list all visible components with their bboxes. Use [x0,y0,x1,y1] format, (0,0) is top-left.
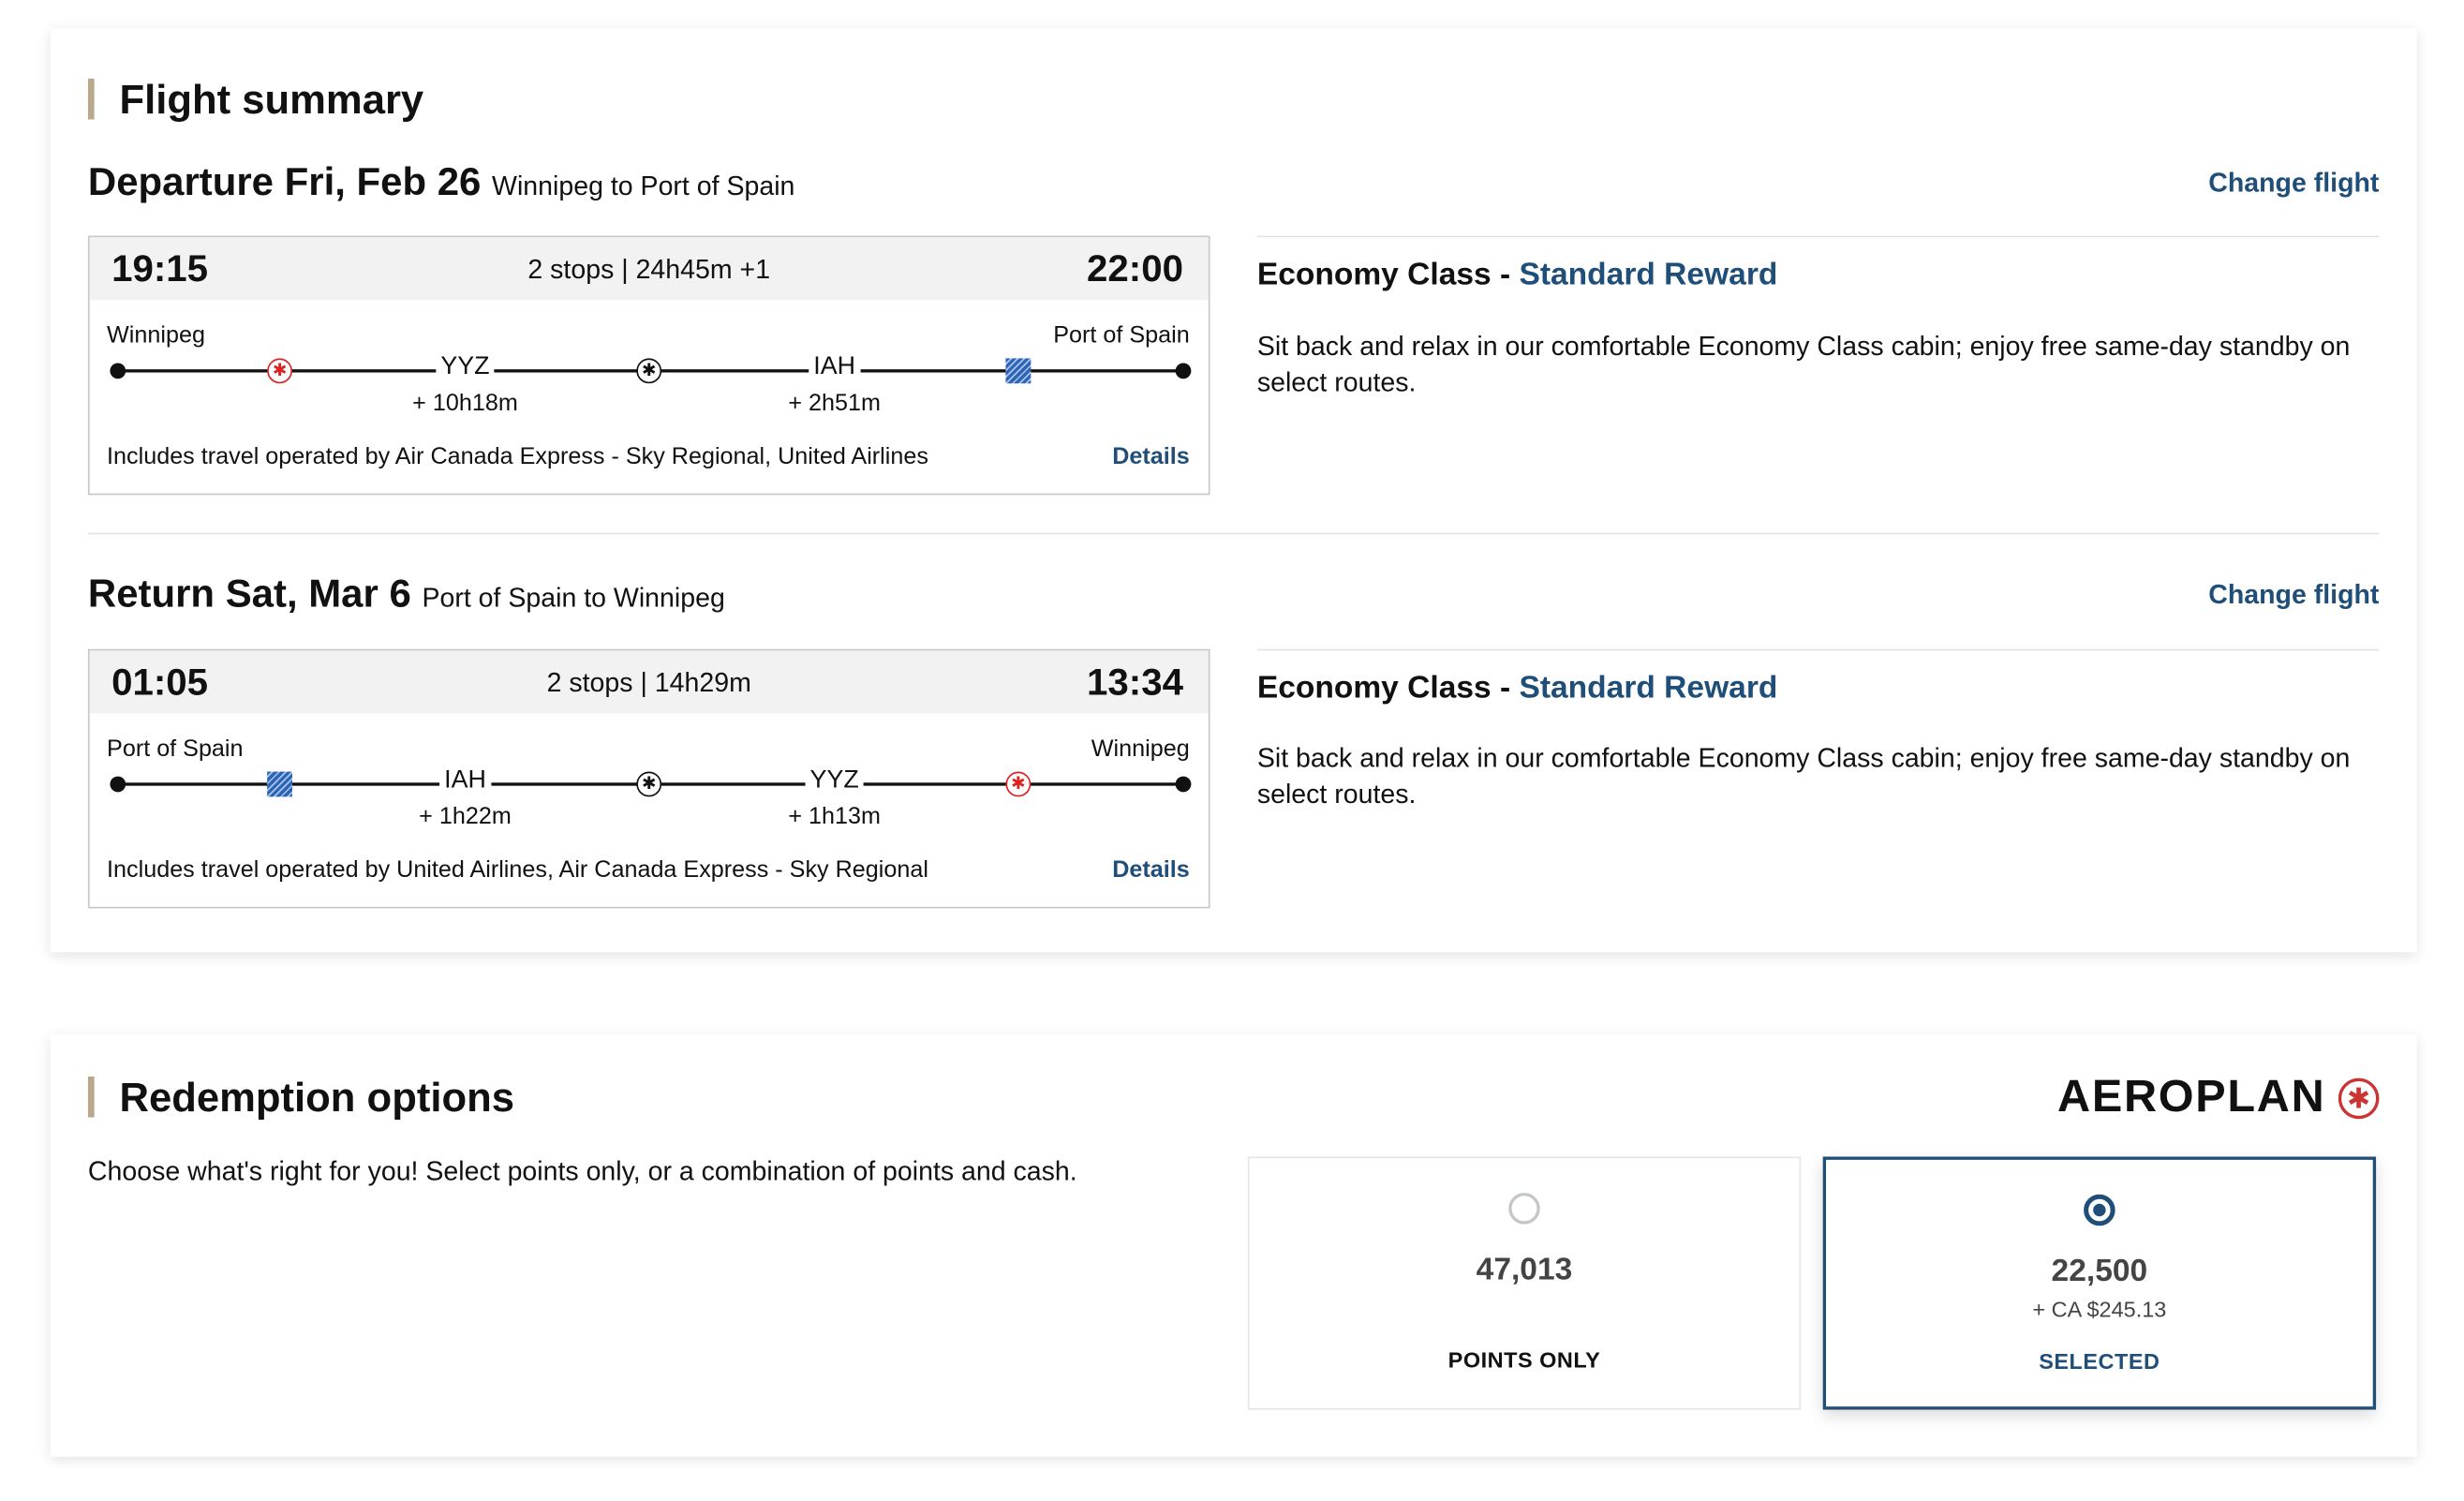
aeroplan-wordmark: AEROPLAN [2057,1071,2326,1122]
change-departure-flight-link[interactable]: Change flight [2208,168,2380,199]
return-date: Return Sat, Mar 6 [87,572,411,617]
cabin-description: Sit back and relax in our comfortable Ec… [1256,743,2351,810]
air-canada-red-icon: ✱ [267,358,292,384]
stop-code: YYZ [805,766,864,795]
cabin-class: Economy Class - Standard Reward [1257,671,1778,707]
details-link[interactable]: Details [1112,442,1190,470]
maple-leaf-icon: ✱ [2338,1077,2380,1119]
redemption-intro: Choose what's right for you! Select poin… [87,1156,1077,1187]
divider [1256,235,2380,238]
departure-header: Departure Fri, Feb 26 Winnipeg to Port o… [88,160,794,206]
depart-time: 19:15 [111,248,209,291]
layover-duration: + 1h22m [419,803,512,830]
option-label: SELECTED [2039,1348,2160,1374]
points-value: 22,500 [2051,1254,2148,1289]
cabin-name: Economy Class - [1256,671,1520,706]
arrive-time: 13:34 [1087,661,1184,705]
layover-duration: + 1h13m [788,803,881,830]
origin-dot [110,363,126,379]
return-route: Port of Spain to Winnipeg [422,583,725,614]
aeroplan-logo: AEROPLAN ✱ [2057,1071,2380,1123]
redemption-card: Redemption options Choose what's right f… [50,1033,2417,1457]
flight-summary-card: Flight summary Departure Fri, Feb 26 Win… [50,28,2417,953]
origin-city: Winnipeg [107,321,205,349]
option-points-only[interactable]: 47,013 POINTS ONLY [1247,1156,1802,1410]
redemption-title: Redemption options [87,1076,514,1118]
air-canada-red-icon: ✱ [1005,771,1032,797]
origin-city: Port of Spain [107,735,244,763]
destination-city: Port of Spain [1053,321,1190,349]
operated-by: Includes travel operated by United Airli… [107,856,928,884]
departure-date: Departure Fri, Feb 26 [87,160,482,205]
destination-dot [1175,776,1192,793]
return-flight-card: 01:05 2 stops | 14h29m 13:34 Port of Spa… [87,648,1210,909]
divider [1256,648,2380,651]
stop-code: IAH [439,766,491,795]
united-icon [1005,358,1032,384]
return-header: Return Sat, Mar 6 Port of Spain to Winni… [88,572,725,618]
stops-duration: 2 stops | 24h45m +1 [527,254,771,285]
layover-duration: + 2h51m [788,389,881,417]
united-icon [267,771,292,797]
change-return-flight-link[interactable]: Change flight [2208,579,2380,610]
details-link[interactable]: Details [1112,856,1190,884]
layover-duration: + 10h18m [412,389,518,417]
option-points-and-cash[interactable]: 22,500 + CA $245.13 SELECTED [1822,1156,2377,1410]
air-canada-black-icon: ✱ [636,358,662,384]
cabin-class: Economy Class - Standard Reward [1257,258,1778,294]
destination-dot [1175,363,1192,379]
flight-summary-title: Flight summary [87,79,423,120]
stop-code: YYZ [436,353,495,382]
operated-by: Includes travel operated by Air Canada E… [107,442,928,470]
departure-flight-card: 19:15 2 stops | 24h45m +1 22:00 Winnipeg… [87,235,1210,496]
points-value: 47,013 [1476,1252,1573,1287]
departure-route: Winnipeg to Port of Spain [492,171,795,201]
cash-value: + CA $245.13 [2032,1296,2167,1322]
fare-type: Standard Reward [1519,258,1778,292]
arrive-time: 22:00 [1087,248,1184,291]
destination-city: Winnipeg [1091,735,1190,763]
cabin-name: Economy Class - [1256,258,1520,292]
cabin-description: Sit back and relax in our comfortable Ec… [1256,331,2351,398]
origin-dot [110,776,126,793]
option-label: POINTS ONLY [1447,1346,1601,1373]
air-canada-black-icon: ✱ [636,771,662,797]
fare-type: Standard Reward [1519,671,1778,706]
stops-duration: 2 stops | 14h29m [546,667,751,698]
stop-code: IAH [809,353,861,382]
radio-unselected[interactable] [1508,1193,1540,1225]
radio-selected[interactable] [2084,1194,2115,1226]
depart-time: 01:05 [111,661,209,705]
divider [87,532,2380,535]
